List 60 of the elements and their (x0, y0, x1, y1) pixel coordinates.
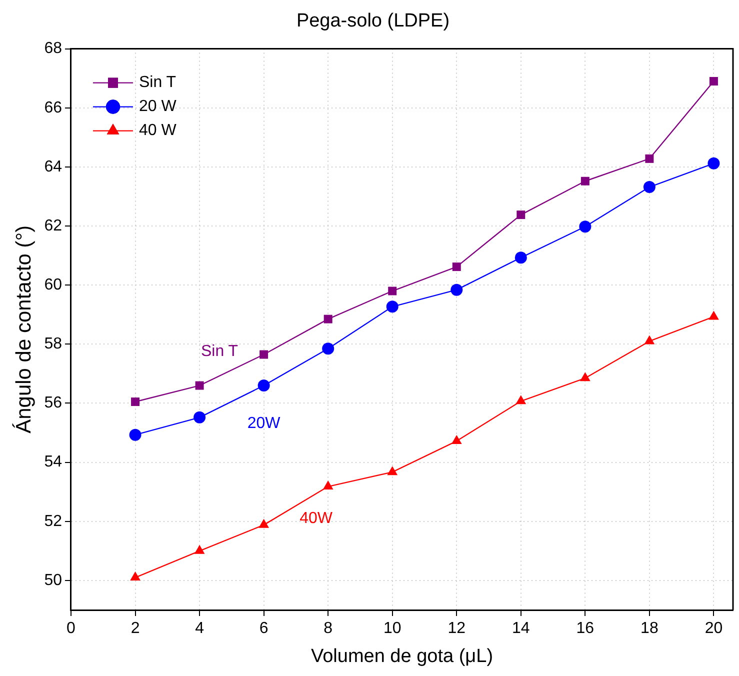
point (709, 77, 718, 86)
x-tick-label: 2 (130, 620, 140, 638)
point (452, 262, 461, 272)
y-tick-label: 60 (44, 276, 62, 294)
point (130, 572, 140, 581)
point (194, 411, 206, 424)
point (387, 466, 398, 476)
point (195, 381, 204, 390)
legend-label: 40 W (138, 122, 178, 140)
y-tick-label: 52 (44, 512, 62, 530)
point (645, 154, 654, 163)
point (514, 252, 527, 264)
point (388, 286, 397, 296)
y-tick-label: 68 (44, 40, 62, 58)
point (131, 398, 140, 406)
point (260, 350, 268, 359)
x-axis-title: Volumen de gota (μL) (310, 646, 494, 667)
point (194, 544, 205, 554)
x-tick-label: 6 (259, 620, 268, 638)
point (129, 428, 142, 441)
y-tick-label: 58 (44, 336, 62, 353)
point (579, 220, 592, 233)
y-tick-label: 56 (44, 394, 62, 412)
x-tick-label: 16 (576, 620, 594, 638)
x-tick-label: 20 (704, 620, 723, 638)
point (322, 480, 334, 490)
point (322, 342, 334, 355)
y-tick-label: 50 (44, 572, 62, 589)
y-tick-label: 54 (44, 454, 62, 471)
point (451, 435, 462, 444)
x-tick-label: 10 (383, 620, 402, 638)
y-axis-title: Ángulo de contacto (°) (11, 225, 36, 434)
point (643, 181, 656, 194)
point (258, 380, 270, 392)
x-tick-label: 12 (448, 620, 466, 638)
y-tick-label: 62 (44, 217, 62, 234)
point (450, 284, 463, 296)
legend-label: 20 W (138, 98, 178, 116)
point (324, 314, 332, 324)
point (516, 210, 526, 220)
y-tick-label: 64 (44, 158, 62, 176)
x-tick-label: 0 (66, 620, 76, 638)
point (580, 372, 590, 382)
x-tick-label: 4 (195, 620, 204, 638)
point (708, 157, 720, 170)
x-tick-label: 14 (512, 620, 530, 638)
x-tick-label: 8 (324, 620, 333, 638)
point (644, 335, 655, 344)
point (708, 310, 719, 320)
annotation: 20W (247, 414, 282, 432)
point (516, 395, 526, 404)
annotation: Sin T (201, 342, 238, 360)
legend-label: Sin T (138, 74, 176, 92)
y-tick-label: 66 (44, 99, 62, 116)
x-tick-label: 18 (640, 620, 658, 638)
point (386, 300, 398, 313)
annotation: 40W (300, 510, 334, 527)
point (258, 518, 270, 528)
chart-title: Pega-solo (LDPE) (296, 10, 450, 32)
point (580, 176, 590, 186)
